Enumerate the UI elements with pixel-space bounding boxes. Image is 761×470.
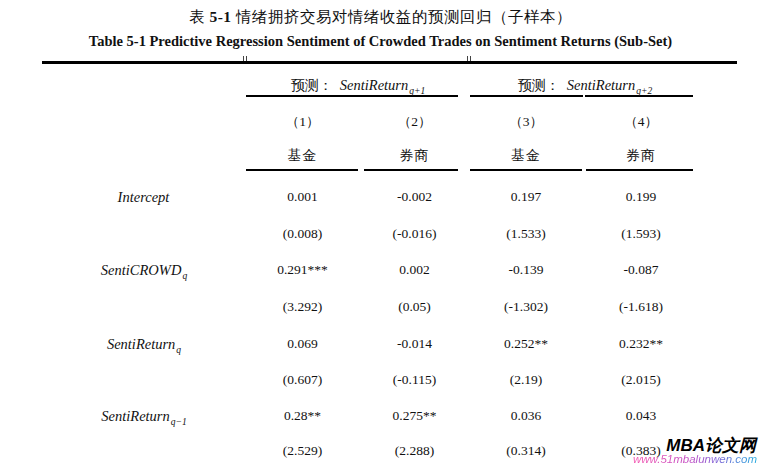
variable-label-cell: SentiReturnq−1: [42, 408, 246, 425]
model-type-cell: 基金: [246, 147, 359, 165]
variable-subscript: q: [176, 345, 181, 355]
tstat-cell: (2.288): [359, 443, 470, 459]
table-row-tstats: (0.008) (-0.016) (1.533) (1.593): [42, 216, 700, 252]
variable-subscript: q+1: [409, 86, 425, 96]
coefficient-cell: 0.001: [246, 189, 359, 205]
coefficient-cell: 0.043: [582, 408, 700, 424]
document-page: 表 5-1 情绪拥挤交易对情绪收益的预测回归（子样本） Table 5-1 Pr…: [0, 0, 761, 470]
coefficient-cell: 0.002: [359, 262, 470, 278]
variable-label: SentiReturn: [101, 408, 169, 424]
predict-group-header-2: 预测： SentiReturnq+2: [470, 77, 700, 95]
tstat-cell: (2.015): [582, 372, 700, 388]
table-row-model-types: 基金 券商 基金 券商: [42, 138, 700, 174]
tstat-cell: (1.593): [582, 226, 700, 242]
variable-subscript: q−1: [171, 417, 187, 427]
table-row-tstats: (0.607) (-0.115) (2.19) (2.015): [42, 362, 700, 398]
tstat-cell: (-1.302): [470, 299, 582, 315]
table-title-text-zh: 情绪拥挤交易对情绪收益的预测回归（子样本）: [232, 8, 572, 25]
tstat-cell: (2.19): [470, 372, 582, 388]
model-number-cell: （4）: [582, 113, 700, 131]
table-number-zh: 5-1: [209, 8, 231, 25]
tstat-cell: (0.008): [246, 226, 359, 242]
model-number-cell: （1）: [246, 113, 359, 131]
model-type-cell: 券商: [582, 147, 700, 165]
watermark-site-url: www.51mbalunwen.com: [633, 453, 757, 465]
coefficient-cell: -0.139: [470, 262, 582, 278]
tstat-cell: (0.05): [359, 299, 470, 315]
coefficient-cell: 0.197: [470, 189, 582, 205]
tstat-cell: (-0.115): [359, 372, 470, 388]
table-row-tstats: (2.529) (2.288) (0.314) (0.383): [42, 433, 700, 469]
predict-label: 预测：: [518, 78, 560, 93]
tstat-cell: (-0.016): [359, 226, 470, 242]
tstat-cell: (0.314): [470, 443, 582, 459]
variable-label-cell: SentiCROWDq: [42, 262, 246, 279]
variable-label: SentiReturn: [107, 336, 175, 352]
table-row-group-headers: 预测：SentiReturnq+1 预测：SentiReturnq+2: [42, 68, 700, 104]
tstat-cell: (3.292): [246, 299, 359, 315]
table-row-tstats: (3.292) (0.05) (-1.302) (-1.618): [42, 289, 700, 325]
tstat-cell: (1.533): [470, 226, 582, 242]
model-type-cell: 基金: [470, 147, 582, 165]
variable-label: SentiCROWD: [101, 262, 182, 278]
coefficient-cell: -0.002: [359, 189, 470, 205]
model-type-cell: 券商: [359, 147, 470, 165]
coefficient-cell: 0.069: [246, 336, 359, 352]
variable-subscript: q+2: [636, 86, 652, 96]
predicted-variable: SentiReturn: [340, 77, 408, 93]
table-row-model-numbers: （1） （2） （3） （4）: [42, 104, 700, 140]
table-row-coefficients: SentiReturnq 0.069 -0.014 0.252** 0.232*…: [42, 326, 700, 362]
variable-label: Intercept: [118, 189, 170, 205]
tstat-cell: (0.607): [246, 372, 359, 388]
coefficient-cell: 0.199: [582, 189, 700, 205]
table-row-coefficients: SentiCROWDq 0.291*** 0.002 -0.139 -0.087: [42, 252, 700, 288]
predicted-variable: SentiReturn: [567, 77, 635, 93]
coefficient-cell: 0.28**: [246, 408, 359, 424]
table-row-coefficients: Intercept 0.001 -0.002 0.197 0.199: [42, 179, 700, 215]
table-title-english: Table 5-1 Predictive Regression Sentimen…: [0, 33, 761, 50]
table-number-prefix-zh: 表: [189, 8, 209, 25]
model-number-cell: （2）: [359, 113, 470, 131]
table-border-top: [42, 61, 737, 64]
variable-label-cell: Intercept: [42, 189, 246, 206]
coefficient-cell: 0.275**: [359, 408, 470, 424]
predict-group-header-1: 预测： SentiReturnq+1: [246, 77, 470, 95]
table-title-chinese: 表 5-1 情绪拥挤交易对情绪收益的预测回归（子样本）: [0, 7, 761, 28]
model-number-cell: （3）: [470, 113, 582, 131]
tstat-cell: (2.529): [246, 443, 359, 459]
predict-label: 预测：: [291, 78, 333, 93]
coefficient-cell: -0.087: [582, 262, 700, 278]
variable-label-cell: SentiReturnq: [42, 336, 246, 353]
coefficient-cell: 0.252**: [470, 336, 582, 352]
coefficient-cell: -0.014: [359, 336, 470, 352]
coefficient-cell: 0.036: [470, 408, 582, 424]
table-row-coefficients: SentiReturnq−1 0.28** 0.275** 0.036 0.04…: [42, 398, 700, 434]
variable-subscript: q: [182, 271, 187, 281]
coefficient-cell: 0.232**: [582, 336, 700, 352]
tstat-cell: (-1.618): [582, 299, 700, 315]
coefficient-cell: 0.291***: [246, 262, 359, 278]
